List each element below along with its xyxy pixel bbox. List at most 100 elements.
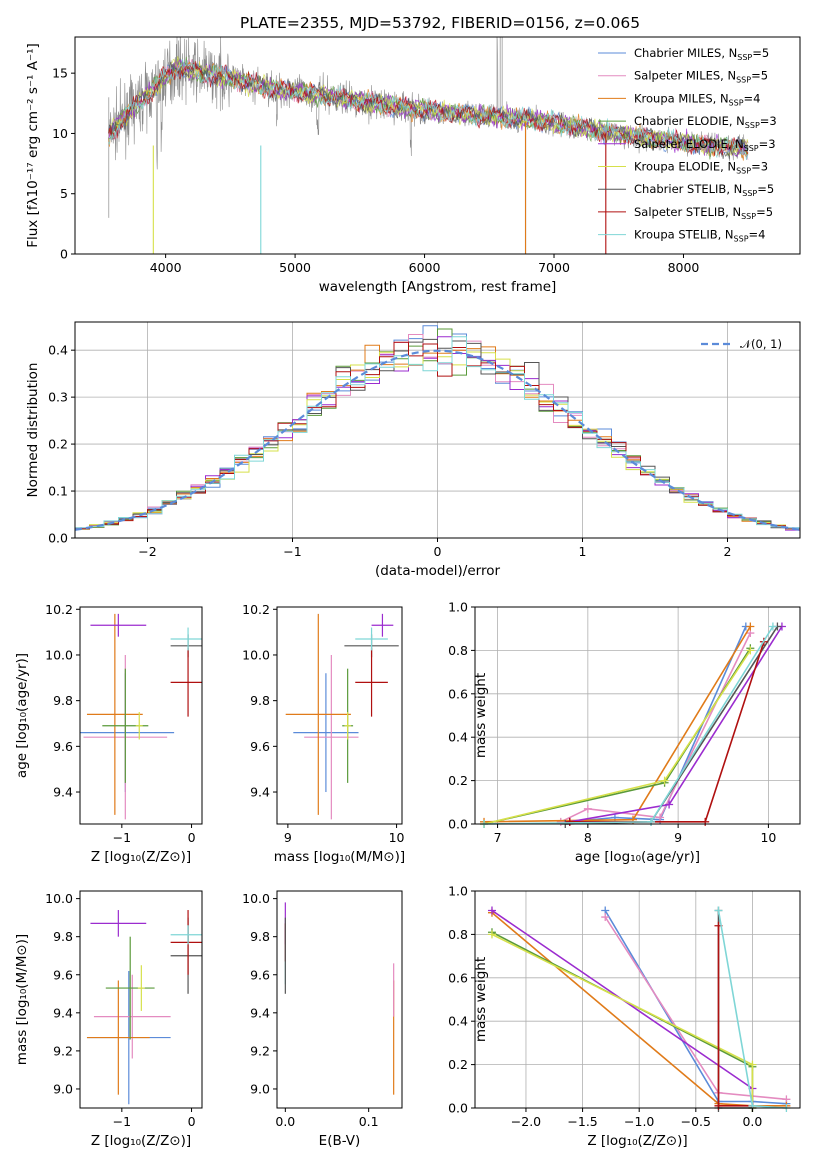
panel-weight-vs-Z: −2.0 −1.5 −1.0 −0.5 0.0 0.0 0.2 0.4 0.6 0.8 1.0 Z [… [448, 884, 801, 1149]
weight-marker [487, 930, 496, 939]
y-tick-label: 9.6 [250, 739, 270, 754]
legend-entry: 𝒩(0, 1) [740, 337, 782, 351]
y-tick-label: 10.0 [242, 891, 270, 906]
weight-marker [487, 906, 496, 915]
weight-line [569, 626, 783, 823]
legend-entry: Chabrier ELODIE, NSSP=3 [634, 114, 777, 130]
weight-marker [746, 646, 755, 655]
y-tick-label: 9.8 [53, 693, 73, 708]
x-axis-label: Z [log₁₀(Z/Z⊙)] [91, 1133, 191, 1149]
x-tick-label: 10 [760, 830, 776, 845]
x-tick-label: 9 [674, 830, 682, 845]
x-tick-label: 0 [188, 830, 196, 845]
panel-age-vs-Z: −1 0 9.4 9.6 9.8 10.0 10.2 Z [log₁₀(Z/Z⊙)] age [… [14, 602, 203, 865]
legend-entry: Salpeter MILES, NSSP=5 [634, 69, 768, 85]
weight-line [483, 647, 751, 825]
legend-subscript: SSP [729, 98, 744, 107]
legend-subscript: SSP [737, 53, 752, 62]
y-tick-label: 9.4 [250, 785, 270, 800]
x-tick-label: 0 [188, 1114, 196, 1129]
y-tick-label: 15 [52, 66, 68, 81]
normal-curve [75, 349, 800, 531]
axes-frame [474, 890, 801, 1109]
y-axis-label: Normed distribution [25, 363, 41, 498]
y-tick-label: 0.2 [448, 773, 468, 788]
panel-weight-vs-age: 7 8 9 10 0.0 0.2 0.4 0.6 0.8 1.0 age [log₁₀(age/yr… [448, 600, 801, 865]
y-tick-label: 9.4 [53, 1005, 73, 1020]
legend-value: =5 [756, 205, 773, 219]
legend-value: =5 [751, 69, 768, 83]
legend-value: =3 [751, 160, 768, 174]
y-tick-label: 10.2 [242, 602, 270, 617]
x-tick-label: 9 [284, 830, 292, 845]
legend-entry: Chabrier MILES, NSSP=5 [634, 46, 769, 62]
panel-mass-vs-ebv: 0.0 0.1 9.0 9.2 9.4 9.6 9.8 10.0 E(B-V) [242, 890, 403, 1149]
x-tick-label: −1 [113, 1114, 131, 1129]
x-tick-label: 7 [494, 830, 502, 845]
axes-frame [276, 606, 403, 825]
x-tick-label: −2.0 [511, 1114, 541, 1129]
legend-subscript: SSP [742, 189, 757, 198]
y-tick-label: 0.0 [48, 531, 68, 546]
legend-subscript: SSP [741, 212, 756, 221]
y-tick-label: 0.4 [48, 343, 68, 358]
y-tick-label: 0.8 [448, 643, 468, 658]
residuals-plot-area [75, 325, 800, 532]
weight-marker [665, 800, 674, 809]
legend-value: =3 [759, 137, 776, 151]
y-tick-label: 10.2 [45, 602, 73, 617]
y-tick-label: 0.4 [448, 730, 468, 745]
weight-line [491, 912, 787, 1107]
y-tick-label: 9.6 [53, 739, 73, 754]
x-tick-label: 2 [724, 544, 732, 559]
y-tick-label: 0.8 [448, 927, 468, 942]
y-tick-label: 5 [60, 186, 68, 201]
x-tick-label: −1 [283, 544, 301, 559]
y-tick-label: 9.8 [250, 929, 270, 944]
y-tick-label: 0.6 [448, 686, 468, 701]
x-tick-label: 7000 [538, 260, 570, 275]
weight-marker [583, 804, 592, 813]
residual-histogram [75, 336, 800, 532]
plot-area [80, 613, 202, 820]
x-axis-label: E(B-V) [319, 1133, 361, 1149]
axes-frame [79, 890, 203, 1109]
axes-frame [276, 890, 403, 1109]
x-tick-label: 6000 [409, 260, 441, 275]
weight-marker [748, 1060, 757, 1069]
x-tick-label: −1.5 [567, 1114, 597, 1129]
axes-frame [79, 606, 203, 825]
legend-value: =5 [757, 182, 774, 196]
y-tick-label: 0.2 [448, 1057, 468, 1072]
weight-marker [601, 913, 610, 922]
panel-spectrum: 4000 5000 6000 7000 8000 0 5 10 15 wavelength [An… [25, 36, 801, 295]
legend-entry: Kroupa ELODIE, NSSP=3 [634, 160, 768, 176]
x-tick-label: 0.0 [742, 1114, 762, 1129]
y-axis-label: mass [log₁₀(M/M⊙)] [14, 934, 30, 1065]
y-axis-label: Flux [fλ10⁻¹⁷ erg cm⁻² s⁻¹ A⁻¹] [25, 43, 41, 248]
y-tick-label: 9.4 [250, 1005, 270, 1020]
y-tick-label: 10.0 [242, 647, 270, 662]
legend-value: =4 [744, 91, 761, 105]
axes-frame [474, 606, 801, 825]
y-tick-label: 0.0 [448, 1101, 468, 1116]
weight-marker [746, 622, 755, 631]
plot-area [284, 902, 395, 1095]
y-tick-label: 9.8 [53, 929, 73, 944]
x-tick-label: 8 [584, 830, 592, 845]
panel-age-vs-mass: 9 10 9.4 9.6 9.8 10.0 10.2 mass [log₁₀(M/M⊙)] [242, 602, 405, 865]
y-tick-label: 9.2 [250, 1043, 270, 1058]
plot-area [285, 613, 399, 820]
figure-title: PLATE=2355, MJD=53792, FIBERID=0156, z=0… [240, 14, 640, 32]
legend-subscript: SSP [734, 235, 749, 244]
x-tick-label: −2 [138, 544, 156, 559]
weight-marker [768, 622, 777, 631]
x-tick-label: 10 [389, 830, 405, 845]
x-axis-label: (data-model)/error [375, 563, 501, 579]
legend-subscript: SSP [745, 121, 760, 130]
y-tick-label: 0.0 [448, 817, 468, 832]
y-tick-label: 9.4 [53, 785, 73, 800]
spectrum-plot-area [108, 37, 749, 254]
legend-value: =3 [760, 114, 777, 128]
legend-subscript: SSP [744, 144, 759, 153]
